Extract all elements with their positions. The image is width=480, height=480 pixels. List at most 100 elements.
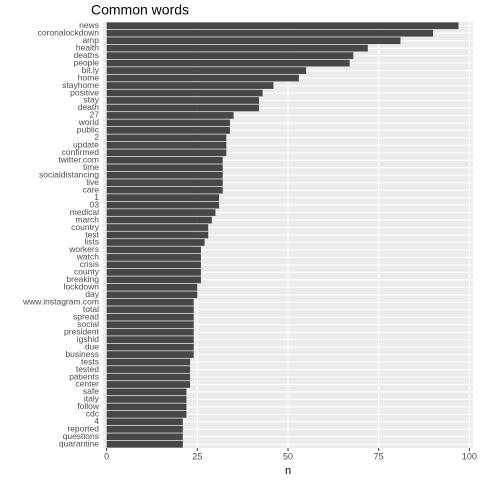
y-tick-label: care xyxy=(82,184,99,194)
bar xyxy=(106,276,201,284)
y-tick-label: coronalockdown xyxy=(38,27,100,37)
y-tick-label: igshid xyxy=(77,334,99,344)
y-tick-label: workers xyxy=(68,244,99,254)
y-tick-label: time xyxy=(83,162,99,172)
bar xyxy=(106,52,354,59)
bar xyxy=(106,37,401,45)
bar xyxy=(106,22,459,30)
bar xyxy=(106,388,187,396)
bar xyxy=(106,254,201,261)
y-tick-label: total xyxy=(83,304,99,314)
y-tick-label: safe xyxy=(83,386,99,396)
y-tick-label: lockdown xyxy=(64,282,100,292)
bar xyxy=(106,156,223,164)
y-tick-label: deaths xyxy=(73,50,99,60)
y-tick-label: crisis xyxy=(80,259,99,269)
bar xyxy=(106,321,194,329)
bar xyxy=(106,119,230,127)
y-tick-label: stay xyxy=(83,95,99,105)
x-tick-label: 0 xyxy=(104,451,109,461)
bar xyxy=(106,246,201,254)
bar xyxy=(106,44,368,52)
y-tick-label: social xyxy=(77,319,99,329)
bar xyxy=(106,67,307,74)
bar xyxy=(106,440,183,448)
y-tick-label: public xyxy=(77,125,100,135)
y-tick-label: spread xyxy=(73,311,99,321)
y-tick-label: president xyxy=(64,326,100,336)
bar xyxy=(106,418,183,426)
bar xyxy=(106,381,191,388)
bar xyxy=(106,351,194,358)
bar xyxy=(106,396,187,403)
y-tick-label: watch xyxy=(76,252,99,262)
bar xyxy=(106,403,187,411)
y-tick-label: 4 xyxy=(94,416,99,426)
x-tick-label: 100 xyxy=(462,451,477,461)
bar xyxy=(106,216,212,224)
y-tick-label: cdc xyxy=(86,409,100,419)
bar xyxy=(106,59,350,67)
bar xyxy=(106,194,220,201)
bar xyxy=(106,104,259,112)
bar xyxy=(106,209,216,216)
bar xyxy=(106,298,194,306)
bar xyxy=(106,328,194,336)
y-tick-label: update xyxy=(73,140,99,150)
y-tick-label: breaking xyxy=(66,274,99,284)
bar xyxy=(106,186,223,194)
y-tick-label: twitter.com xyxy=(58,155,99,165)
bar xyxy=(106,141,227,149)
y-tick-label: follow xyxy=(77,401,100,411)
x-axis-label: n xyxy=(285,465,291,477)
bar xyxy=(106,425,183,433)
bar xyxy=(106,164,223,172)
bar xyxy=(106,358,191,366)
y-tick-label: amp xyxy=(82,35,99,45)
bar xyxy=(106,239,205,246)
bar xyxy=(106,411,187,418)
y-tick-label: positive xyxy=(70,87,99,97)
y-tick-label: patients xyxy=(69,371,99,381)
bar xyxy=(106,313,194,321)
y-tick-label: questions xyxy=(63,431,99,441)
y-tick-label: medical xyxy=(70,207,99,217)
bar xyxy=(106,306,194,314)
y-tick-label: tested xyxy=(76,364,99,374)
y-tick-label: business xyxy=(65,349,99,359)
x-tick-label: 50 xyxy=(283,451,293,461)
y-tick-label: people xyxy=(73,57,99,67)
y-tick-label: confirmed xyxy=(62,147,100,157)
bar xyxy=(106,224,209,231)
bar xyxy=(106,231,209,239)
y-tick-label: socialdistancing xyxy=(39,169,99,179)
bar xyxy=(106,112,234,119)
x-tick-label: 75 xyxy=(374,451,384,461)
y-tick-label: reported xyxy=(67,424,99,434)
bar xyxy=(106,179,223,187)
y-tick-label: death xyxy=(78,102,100,112)
x-tick-label: 25 xyxy=(192,451,202,461)
bar xyxy=(106,149,227,157)
y-tick-label: world xyxy=(78,117,100,127)
y-tick-label: center xyxy=(75,379,99,389)
bar xyxy=(106,373,191,381)
bar xyxy=(106,89,263,97)
bar xyxy=(106,291,198,299)
y-tick-label: 03 xyxy=(90,199,100,209)
bar xyxy=(106,336,194,343)
bar xyxy=(106,261,201,269)
bar xyxy=(106,433,183,441)
bar xyxy=(106,283,198,291)
bar xyxy=(106,82,274,89)
bar xyxy=(106,343,194,351)
y-tick-label: bit.ly xyxy=(82,65,100,75)
y-tick-label: due xyxy=(85,341,99,351)
y-tick-label: news xyxy=(79,20,99,30)
bar xyxy=(106,134,227,142)
bar xyxy=(106,201,220,209)
y-tick-label: county xyxy=(74,267,100,277)
bar xyxy=(106,366,191,373)
y-tick-label: march xyxy=(75,214,99,224)
